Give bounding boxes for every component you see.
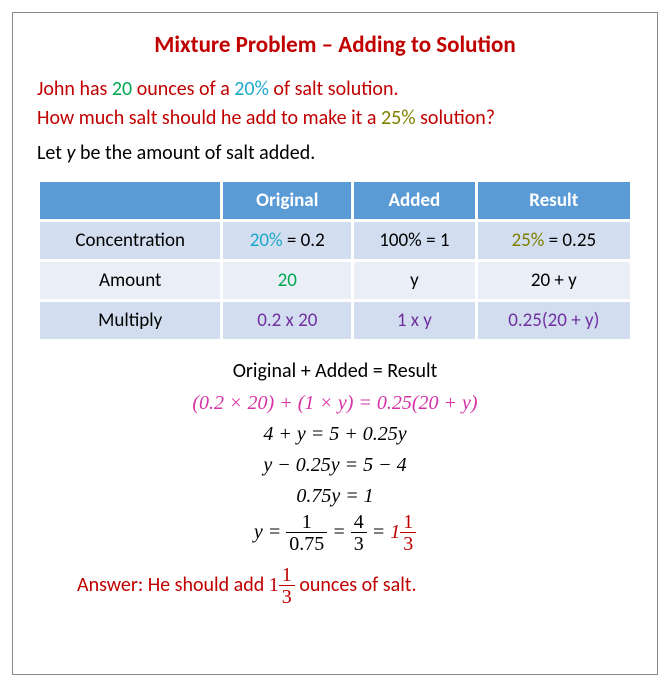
den: 3 bbox=[400, 532, 416, 555]
frac: 43 bbox=[351, 512, 367, 555]
equations: Original + Added = Result (0.2 × 20) + (… bbox=[37, 356, 633, 555]
frac: 10.75 bbox=[286, 512, 327, 555]
title: Mixture Problem – Adding to Solution bbox=[37, 31, 633, 59]
eq5-m2: = bbox=[367, 521, 391, 543]
let-line: Let y be the amount of salt added. bbox=[37, 141, 633, 165]
p1d: 20% bbox=[234, 77, 269, 101]
th-result: Result bbox=[476, 181, 631, 221]
den: 3 bbox=[351, 532, 367, 555]
ans-mixed: 113 bbox=[269, 574, 295, 596]
val: 20 bbox=[278, 269, 297, 292]
val: 100% = 1 bbox=[379, 229, 449, 252]
cell: 20 bbox=[222, 261, 353, 301]
document-frame: Mixture Problem – Adding to Solution Joh… bbox=[12, 12, 658, 675]
val: = 0.2 bbox=[283, 229, 325, 252]
p1a: John has bbox=[37, 77, 112, 101]
table-row: Multiply 0.2 x 20 1 x y 0.25(20 + y) bbox=[39, 301, 632, 341]
let-b: be the amount of salt added. bbox=[75, 141, 315, 165]
eq3: y − 0.25y = 5 − 4 bbox=[37, 450, 633, 480]
num: 1 bbox=[400, 512, 416, 532]
cell: 0.25(20 + y) bbox=[476, 301, 631, 341]
val: 20% bbox=[250, 229, 283, 252]
p1e: of salt solution. bbox=[269, 77, 399, 101]
val: y bbox=[410, 269, 419, 292]
eq5-m1: = bbox=[327, 521, 351, 543]
cell: y bbox=[353, 261, 476, 301]
whole: 1 bbox=[269, 574, 279, 596]
row-label: Concentration bbox=[39, 221, 222, 261]
eq1: (0.2 × 20) + (1 × y) = 0.25(20 + y) bbox=[37, 388, 633, 418]
p2a: How much salt should he add to make it a bbox=[37, 106, 381, 130]
row-label: Amount bbox=[39, 261, 222, 301]
table-header-row: Original Added Result bbox=[39, 181, 632, 221]
whole: 1 bbox=[390, 521, 400, 543]
p1c: ounces of a bbox=[132, 77, 234, 101]
cell: 20 + y bbox=[476, 261, 631, 301]
cell: 0.2 x 20 bbox=[222, 301, 353, 341]
den: 0.75 bbox=[286, 532, 327, 555]
num: 1 bbox=[279, 565, 295, 585]
table-row: Amount 20 y 20 + y bbox=[39, 261, 632, 301]
frac: 13 bbox=[279, 565, 295, 608]
cell: 1 x y bbox=[353, 301, 476, 341]
let-a: Let bbox=[37, 141, 66, 165]
th-original: Original bbox=[222, 181, 353, 221]
eq2: 4 + y = 5 + 0.25y bbox=[37, 419, 633, 449]
th-added: Added bbox=[353, 181, 476, 221]
num: 1 bbox=[286, 512, 327, 532]
cell: 100% = 1 bbox=[353, 221, 476, 261]
val: 0.25(20 + y) bbox=[508, 309, 599, 332]
problem-statement: John has 20 ounces of a 20% of salt solu… bbox=[37, 75, 633, 133]
eq5: y = 10.75 = 43 = 113 bbox=[37, 512, 633, 555]
p1b: 20 bbox=[112, 77, 132, 101]
answer: Answer: He should add 113 ounces of salt… bbox=[37, 565, 633, 608]
val: 25% bbox=[512, 229, 545, 252]
ans-b: ounces of salt. bbox=[299, 573, 416, 597]
eq-header: Original + Added = Result bbox=[37, 356, 633, 386]
row-label: Multiply bbox=[39, 301, 222, 341]
mixed: 113 bbox=[390, 521, 416, 543]
num: 4 bbox=[351, 512, 367, 532]
mixture-table: Original Added Result Concentration 20% … bbox=[37, 179, 633, 342]
val: 20 + y bbox=[531, 269, 577, 292]
frac: 13 bbox=[400, 512, 416, 555]
val: 0.2 x 20 bbox=[257, 309, 317, 332]
th-blank bbox=[39, 181, 222, 221]
cell: 20% = 0.2 bbox=[222, 221, 353, 261]
cell: 25% = 0.25 bbox=[476, 221, 631, 261]
val: 1 x y bbox=[397, 309, 432, 332]
eq4: 0.75y = 1 bbox=[37, 481, 633, 511]
den: 3 bbox=[279, 585, 295, 608]
p2c: solution? bbox=[416, 106, 495, 130]
eq5-pre: y = bbox=[254, 521, 286, 543]
p2b: 25% bbox=[381, 106, 416, 130]
ans-a: Answer: He should add bbox=[77, 573, 269, 597]
val: = 0.25 bbox=[544, 229, 596, 252]
table-row: Concentration 20% = 0.2 100% = 1 25% = 0… bbox=[39, 221, 632, 261]
